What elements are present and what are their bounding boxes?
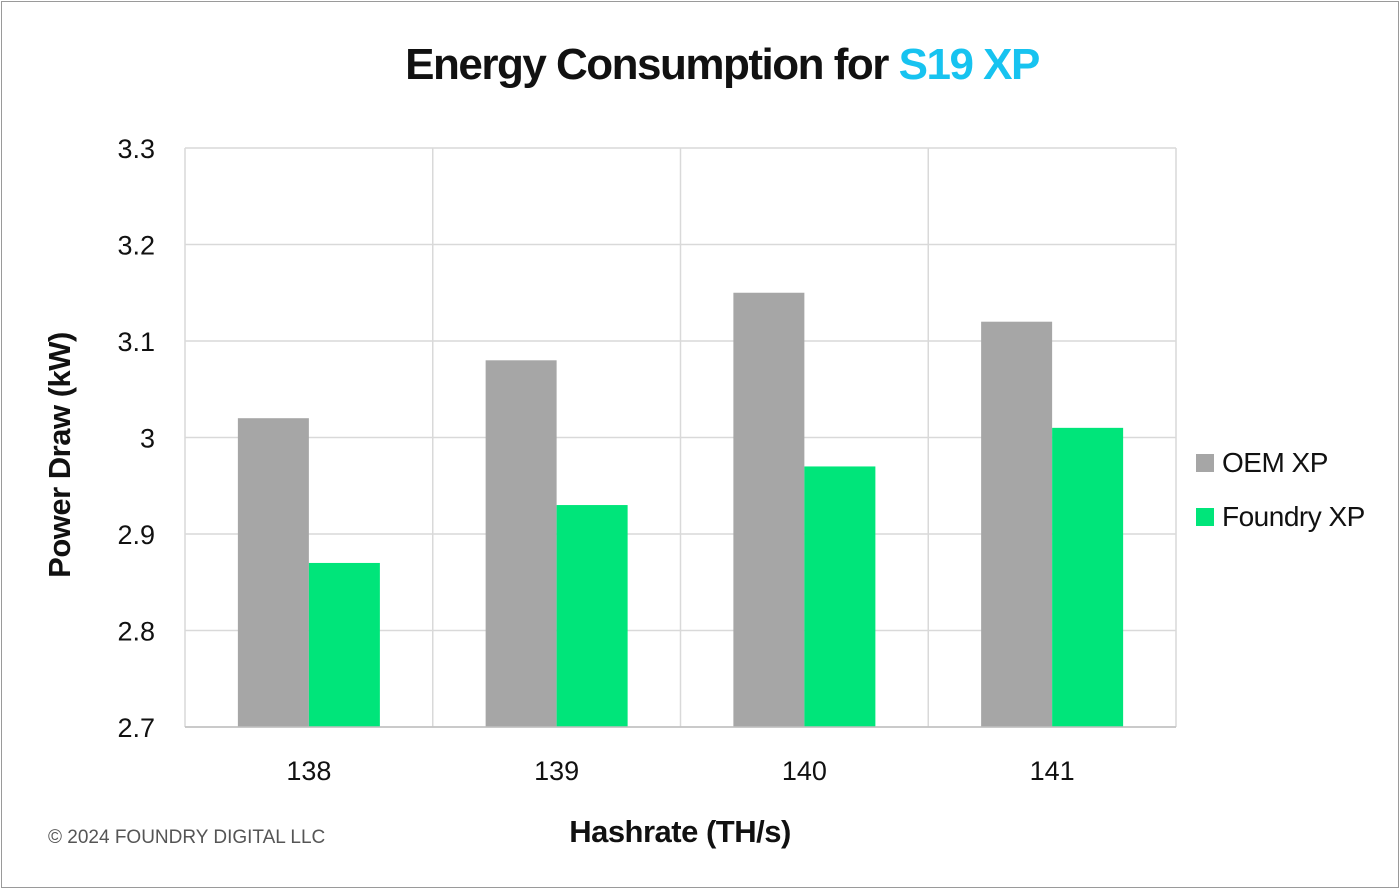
legend-label-oem: OEM XP <box>1222 447 1328 478</box>
bar-foundry-140 <box>804 466 876 727</box>
chart-title: Energy Consumption for S19 XP <box>0 40 1400 90</box>
legend-item-oem: OEM XP <box>1196 436 1365 490</box>
x-tick-label: 139 <box>534 756 579 786</box>
y-tick-label: 2.8 <box>117 617 155 647</box>
y-tick-label: 3.3 <box>117 134 155 164</box>
x-tick-label: 141 <box>1030 756 1075 786</box>
y-tick-label: 3 <box>140 424 155 454</box>
legend-swatch-oem <box>1196 454 1214 472</box>
legend: OEM XP Foundry XP <box>1196 436 1365 544</box>
y-tick-label: 2.7 <box>117 713 155 743</box>
chart-title-accent: S19 XP <box>898 40 1041 89</box>
bar-oem-139 <box>485 360 557 727</box>
y-tick-label: 2.9 <box>117 520 155 550</box>
legend-swatch-foundry <box>1196 508 1214 526</box>
x-axis-label: Hashrate (TH/s) <box>569 814 791 849</box>
bar-oem-141 <box>981 321 1053 727</box>
y-axis-label: Power Draw (kW) <box>42 332 77 578</box>
bar-foundry-139 <box>556 505 628 727</box>
bar-oem-140 <box>733 292 805 727</box>
copyright-notice: © 2024 FOUNDRY DIGITAL LLC <box>48 827 326 848</box>
bar-oem-138 <box>237 418 309 727</box>
bar-foundry-138 <box>308 562 380 727</box>
y-tick-label: 3.2 <box>117 231 155 261</box>
y-tick-label: 3.1 <box>117 327 155 357</box>
x-tick-label: 138 <box>286 756 331 786</box>
bar-foundry-141 <box>1052 427 1124 727</box>
legend-item-foundry: Foundry XP <box>1196 490 1365 544</box>
legend-label-foundry: Foundry XP <box>1222 501 1365 532</box>
x-tick-label: 140 <box>782 756 827 786</box>
chart-title-prefix: Energy Consumption for <box>405 40 889 89</box>
